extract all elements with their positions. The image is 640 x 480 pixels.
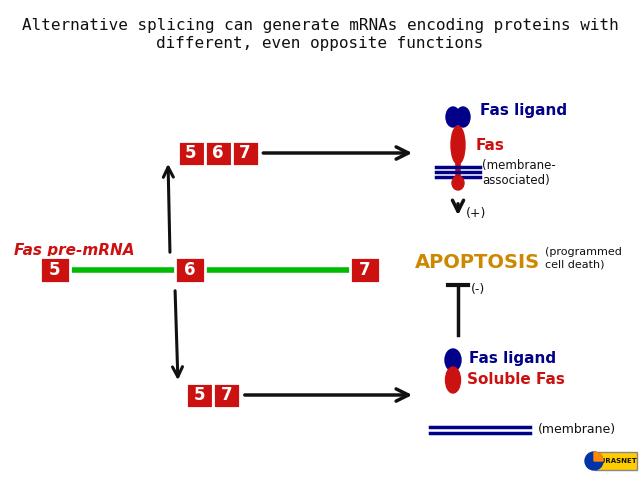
FancyBboxPatch shape	[177, 141, 205, 166]
Text: 6: 6	[212, 144, 224, 162]
Text: (membrane-
associated): (membrane- associated)	[482, 159, 556, 187]
FancyBboxPatch shape	[186, 383, 213, 408]
Text: (-): (-)	[471, 283, 485, 296]
Wedge shape	[594, 452, 603, 461]
FancyBboxPatch shape	[350, 257, 380, 283]
Text: 5: 5	[49, 261, 61, 279]
Text: Fas pre-mRNA: Fas pre-mRNA	[14, 242, 134, 257]
FancyBboxPatch shape	[205, 141, 232, 166]
Ellipse shape	[451, 126, 465, 164]
Ellipse shape	[445, 367, 461, 393]
FancyBboxPatch shape	[213, 383, 240, 408]
Bar	[595, 452, 637, 470]
Text: 7: 7	[221, 386, 232, 404]
Ellipse shape	[446, 107, 460, 127]
Text: Fas ligand: Fas ligand	[469, 350, 556, 365]
Text: APOPTOSIS: APOPTOSIS	[415, 252, 540, 272]
Ellipse shape	[456, 107, 470, 127]
Text: 7: 7	[359, 261, 371, 279]
Ellipse shape	[445, 349, 461, 371]
Text: Soluble Fas: Soluble Fas	[467, 372, 565, 387]
Text: 5: 5	[185, 144, 196, 162]
Text: (+): (+)	[466, 206, 486, 219]
Text: 5: 5	[194, 386, 205, 404]
Text: (programmed
cell death): (programmed cell death)	[545, 247, 622, 269]
Text: different, even opposite functions: different, even opposite functions	[156, 36, 484, 51]
Text: Alternative splicing can generate mRNAs encoding proteins with: Alternative splicing can generate mRNAs …	[22, 18, 618, 33]
Text: 6: 6	[184, 261, 196, 279]
Text: EURASNET: EURASNET	[595, 458, 637, 464]
FancyBboxPatch shape	[40, 257, 70, 283]
Ellipse shape	[452, 176, 464, 190]
FancyBboxPatch shape	[175, 257, 205, 283]
Circle shape	[585, 452, 603, 470]
Text: Fas: Fas	[476, 137, 505, 153]
Text: (membrane): (membrane)	[538, 423, 616, 436]
FancyBboxPatch shape	[232, 141, 259, 166]
Text: Fas ligand: Fas ligand	[480, 104, 567, 119]
Text: 7: 7	[239, 144, 251, 162]
